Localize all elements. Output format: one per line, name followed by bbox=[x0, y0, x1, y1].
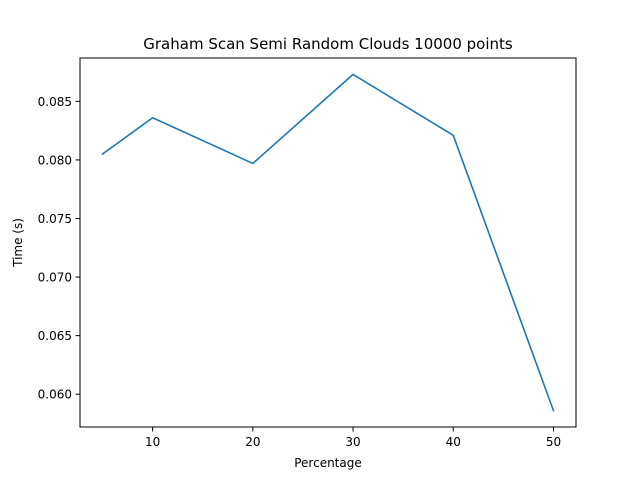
axes-frame bbox=[79, 57, 577, 428]
series-line bbox=[101, 73, 555, 412]
x-tick-label: 50 bbox=[546, 435, 561, 449]
y-tick-label: 0.070 bbox=[38, 271, 72, 285]
x-tick-label: 40 bbox=[446, 435, 461, 449]
x-tick-label: 30 bbox=[345, 435, 360, 449]
x-tick-label: 20 bbox=[245, 435, 260, 449]
y-tick-label: 0.085 bbox=[38, 95, 72, 109]
plot-area: 10 20 30 40 50 0.060 0.065 0.070 0.075 0.080 0.085 bbox=[38, 73, 561, 449]
x-axis-label: Percentage bbox=[294, 456, 362, 470]
y-tick-label: 0.080 bbox=[38, 153, 72, 167]
y-tick-label: 0.060 bbox=[38, 388, 72, 402]
x-tick-label: 10 bbox=[145, 435, 160, 449]
y-tick-label: 0.065 bbox=[38, 329, 72, 343]
y-axis-label: Time (s) bbox=[11, 218, 25, 268]
y-tick-label: 0.075 bbox=[38, 212, 72, 226]
chart-title: Graham Scan Semi Random Clouds 10000 poi… bbox=[143, 35, 513, 53]
